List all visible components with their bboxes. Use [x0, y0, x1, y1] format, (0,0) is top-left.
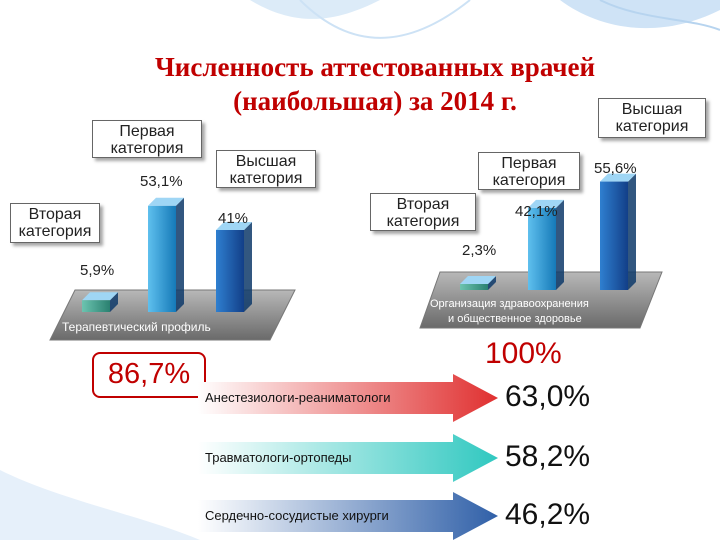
bar-1-2-top	[148, 197, 184, 206]
bar-1-2-side	[176, 197, 184, 312]
bar-2-3-top	[600, 173, 636, 182]
bar-label-1-3: 41%	[218, 210, 248, 227]
bar-1-1-side	[110, 292, 118, 312]
bar-label-2-1: 2,3%	[462, 242, 496, 259]
bar-1-3-side	[244, 222, 252, 312]
specialty-value-2: 58,2%	[505, 440, 591, 473]
bar-2-3	[600, 181, 628, 290]
left-total-badge: 86,7%	[92, 352, 206, 398]
bar-2-2-side	[556, 199, 564, 290]
bar-2-2-top	[528, 199, 564, 208]
bar-label-2-3: 55,6%	[594, 160, 637, 177]
bar-1-3	[216, 230, 244, 312]
specialty-value-1: 63,0%	[505, 380, 591, 413]
specialty-arrow-3	[198, 492, 498, 540]
specialty-value-3: 46,2%	[505, 498, 591, 531]
callout-right-top: Высшая категория	[598, 98, 706, 138]
page-title: Численность аттестованных врачей (наибол…	[95, 50, 655, 118]
specialty-arrow-2	[198, 434, 498, 482]
bar-1-2	[148, 205, 176, 312]
bar-label-1-2: 53,1%	[140, 173, 183, 190]
title-line-1: Численность аттестованных врачей	[154, 52, 596, 82]
callout-left-second: Вторая категория	[10, 203, 100, 243]
callout-right-second: Вторая категория	[370, 193, 476, 231]
bar-1-1-top	[82, 292, 118, 301]
bar-2-1-top	[460, 276, 496, 284]
specialty-arrow-1	[198, 374, 498, 422]
specialty-label-1: Анестезиологи-реаниматологи	[205, 390, 391, 405]
specialty-label-3: Сердечно-сосудистые хирурги	[205, 508, 389, 523]
bar-2-2	[528, 207, 556, 290]
callout-right-first: Первая категория	[478, 152, 580, 190]
bar-2-3-side	[628, 173, 636, 290]
bar-2-1-side	[488, 276, 496, 290]
chart-2-platform-label: Организация здравоохранения и общественно…	[430, 298, 589, 325]
chart-1-platform-label: Терапевтический профиль	[62, 320, 211, 334]
callout-left-first: Первая категория	[92, 120, 202, 158]
bar-1-1	[82, 300, 110, 312]
callout-left-top: Высшая категория	[216, 150, 316, 188]
bar-label-2-2: 42,1%	[515, 203, 558, 220]
bar-label-1-1: 5,9%	[80, 262, 114, 279]
bar-2-1	[460, 284, 488, 290]
right-total-value: 100%	[485, 337, 562, 370]
bar-1-3-top	[216, 222, 252, 230]
specialty-label-2: Травматологи-ортопеды	[205, 450, 352, 465]
title-line-2: (наибольшая) за 2014 г.	[233, 86, 517, 116]
